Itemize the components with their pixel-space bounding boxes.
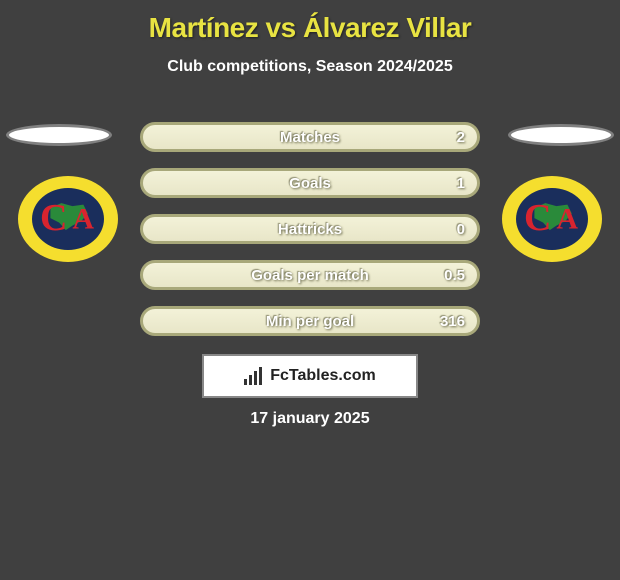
player-photo-right-placeholder: [508, 124, 614, 146]
player-photo-left-placeholder: [6, 124, 112, 146]
stat-row-min-per-goal: Min per goal 316: [140, 306, 480, 336]
season-subtitle: Club competitions, Season 2024/2025: [0, 58, 620, 76]
club-badge-right: C A: [502, 176, 602, 262]
stats-container: Matches 2 Goals 1 Hattricks 0 Goals per …: [140, 122, 480, 352]
bar-chart-icon: [244, 367, 266, 385]
stat-value: 0.5: [444, 267, 465, 284]
source-logo: FcTables.com: [202, 354, 418, 398]
stat-label: Min per goal: [143, 313, 477, 330]
date-text: 17 january 2025: [0, 410, 620, 428]
logo-text: FcTables.com: [270, 367, 376, 385]
stat-label: Matches: [143, 129, 477, 146]
stat-label: Goals: [143, 175, 477, 192]
stat-row-goals: Goals 1: [140, 168, 480, 198]
stat-row-hattricks: Hattricks 0: [140, 214, 480, 244]
stat-value: 1: [457, 175, 465, 192]
stat-row-goals-per-match: Goals per match 0.5: [140, 260, 480, 290]
club-badge-left: C A: [18, 176, 118, 262]
stat-row-matches: Matches 2: [140, 122, 480, 152]
stat-value: 316: [440, 313, 465, 330]
stat-value: 2: [457, 129, 465, 146]
stat-label: Hattricks: [143, 221, 477, 238]
stat-label: Goals per match: [143, 267, 477, 284]
stat-value: 0: [457, 221, 465, 238]
comparison-title: Martínez vs Álvarez Villar: [0, 0, 620, 44]
